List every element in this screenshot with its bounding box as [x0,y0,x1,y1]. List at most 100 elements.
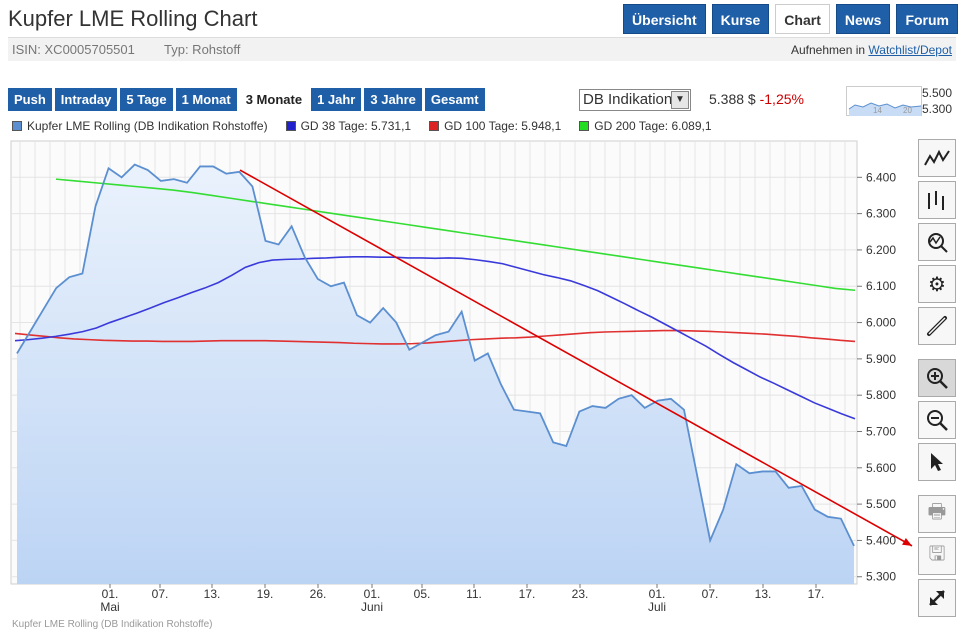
range-intraday[interactable]: Intraday [54,88,118,111]
y-tick-label: 5.400 [866,533,896,547]
ohlc-chart-tool[interactable] [918,181,956,219]
watchlist-prompt: Aufnehmen in Watchlist/Depot [791,43,952,57]
nav-chart[interactable]: Chart [775,4,830,34]
gd38-line [14,256,856,420]
mini-tick-0: 14 [873,106,882,115]
line-chart-tool[interactable] [918,139,956,177]
print-icon: 🖶 [927,501,947,523]
settings-gears-icon: ⚙ [928,273,946,296]
legend-gd200: GD 200 Tage: 6.089,1 [579,119,712,133]
y-tick-label: 6.300 [866,207,896,221]
chart-toolbar: ⚙ 🖶 🖫 [918,139,956,621]
save-icon: 🖫 [928,543,946,565]
nav-news[interactable]: News [835,4,891,34]
footer-note: Kupfer LME Rolling (DB Indikation Rohsto… [12,619,213,630]
x-tick-label: 07. [152,587,169,601]
y-tick-label: 6.400 [866,170,896,184]
y-tick-label: 5.800 [866,388,896,402]
range-1-jahr[interactable]: 1 Jahr [311,88,362,111]
zoom-out-tool[interactable] [918,401,956,439]
top-navigation: Übersicht Kurse Chart News Forum [623,4,958,34]
exchange-select[interactable]: DB Indikation ▼ [579,89,691,111]
fullscreen-icon [929,590,945,606]
range-push[interactable]: Push [8,88,52,111]
mini-chart-values: 5.500 5.300 [922,85,952,117]
legend-label-gd100: GD 100 Tage: 5.948,1 [444,119,562,133]
gd200-line [55,178,856,292]
y-tick-label: 6.000 [866,316,896,330]
x-tick-label: 26. [310,587,327,601]
trend-arrow-head [902,537,912,546]
range-3-monate[interactable]: 3 Monate [239,88,309,111]
mini-lo: 5.300 [922,102,953,116]
chevron-down-icon[interactable]: ▼ [671,91,689,109]
y-tick-label: 5.300 [866,570,896,584]
legend-label-main: Kupfer LME Rolling (DB Indikation Rohsto… [27,119,268,133]
price-value: 5.388 $ [709,91,756,107]
price-chart[interactable]: 6.400 6.300 6.200 6.100 6.000 5.900 5.800 5.700… [0,0,918,620]
price-change: -1,25% [759,91,804,107]
cursor-icon [931,453,943,471]
save-tool[interactable]: 🖫 [918,537,956,575]
x-tick-label: 05. [414,587,431,601]
x-tick-label: 19. [257,587,274,601]
mini-hi: 5.500 [922,86,953,100]
link-tool[interactable] [918,307,956,345]
nav-forum[interactable]: Forum [896,4,958,34]
ohlc-chart-icon [928,191,944,210]
mini-chart[interactable]: 14 20 [846,86,922,116]
x-tick-label: 11. [466,587,482,601]
x-tick-label: 07. [702,587,719,601]
legend-swatch-gd38 [285,121,296,131]
mini-chart-svg: 14 20 [848,102,922,116]
legend-gd38: GD 38 Tage: 5.731,1 [285,119,412,133]
legend-main: Kupfer LME Rolling (DB Indikation Rohsto… [12,119,268,133]
x-tick-label: 01. [102,587,119,601]
gd100-line [14,329,856,345]
legend-swatch-gd200 [579,121,590,131]
y-tick-label: 5.600 [866,461,896,475]
x-tick-label: 17. [519,587,536,601]
legend-label-gd38: GD 38 Tage: 5.731,1 [300,119,412,133]
mini-tick-1: 20 [903,106,912,115]
fullscreen-tool[interactable] [918,579,956,617]
price-display: 5.388 $ -1,25% [709,91,804,107]
zoom-in-tool[interactable] [918,359,956,397]
watchlist-link[interactable]: Watchlist/Depot [868,43,952,57]
nav-kurse[interactable]: Kurse [711,4,770,34]
range-gesamt[interactable]: Gesamt [424,88,485,111]
page-title: Kupfer LME Rolling Chart [8,6,258,31]
link-icon [927,316,947,336]
settings-tool[interactable]: ⚙ [918,265,956,303]
x-tick-label: 23. [572,587,589,601]
y-tick-label: 5.900 [866,352,896,366]
indicator-icon [928,233,948,253]
mini-area [849,103,921,116]
range-3-jahre[interactable]: 3 Jahre [364,88,422,111]
y-tick-label: 6.200 [866,243,896,257]
zoom-out-icon [927,410,948,431]
range-5-tage[interactable]: 5 Tage [120,88,173,111]
cursor-tool[interactable] [918,443,956,481]
legend-swatch-gd100 [429,121,440,131]
print-tool[interactable]: 🖶 [918,495,956,533]
x-tick-label: 13. [755,587,772,601]
nav-uebersicht[interactable]: Übersicht [623,4,706,34]
month-label: Juni [361,600,383,614]
y-tick-label: 5.500 [866,497,896,511]
x-tick-label: 13. [204,587,221,601]
legend-label-gd200: GD 200 Tage: 6.089,1 [594,119,712,133]
isin-text: ISIN: XC0005705501 [12,42,135,57]
month-label: Juli [648,600,666,614]
price-line [16,163,855,547]
type-text: Typ: Rohstoff [164,42,241,57]
range-selector: Push Intraday 5 Tage 1 Monat 3 Monate 1 … [8,88,485,111]
price-area [17,164,854,584]
exchange-select-value: DB Indikation [583,91,673,108]
range-1-monat[interactable]: 1 Monat [175,88,237,111]
trend-line [239,169,913,547]
x-tick-label: 01. [364,587,381,601]
chart-legend: Kupfer LME Rolling (DB Indikation Rohsto… [12,119,730,133]
indicator-tool[interactable] [918,223,956,261]
info-bar: ISIN: XC0005705501 Typ: Rohstoff Aufnehm… [8,37,956,61]
